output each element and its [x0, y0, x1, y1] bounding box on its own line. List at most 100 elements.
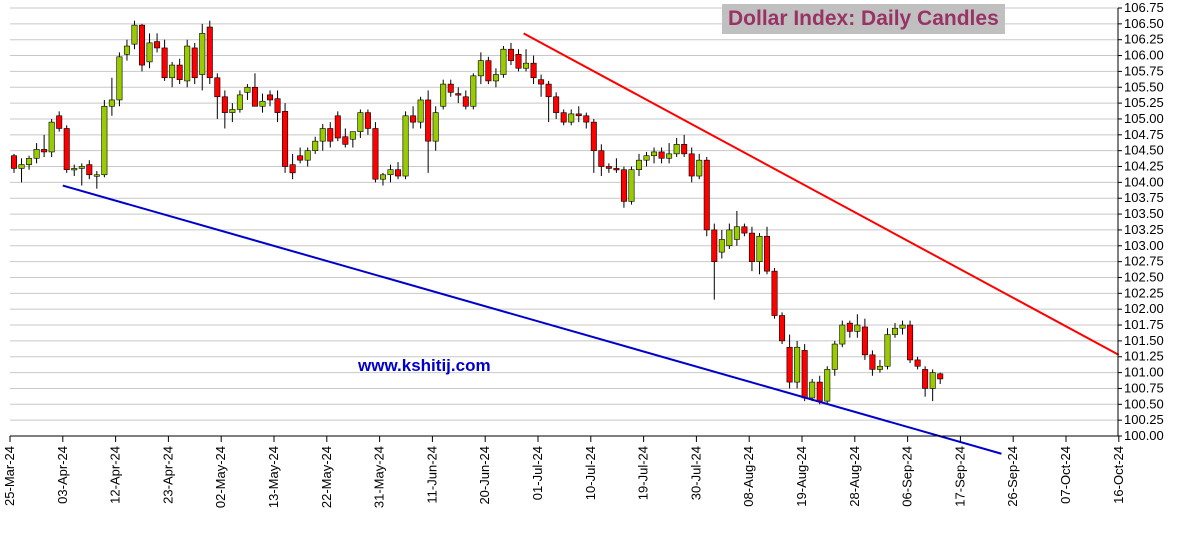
- candle-down: [176, 64, 183, 80]
- x-tick-label: 22-May-24: [319, 446, 334, 508]
- candle-up: [568, 113, 575, 123]
- candle-down: [297, 155, 304, 161]
- candle-down: [748, 232, 755, 262]
- candle-up: [349, 131, 356, 140]
- candle-down: [507, 48, 514, 61]
- x-tick-label: 01-Jul-24: [530, 446, 545, 500]
- candle-down: [214, 77, 221, 98]
- x-tick-label: 20-Jun-24: [477, 446, 492, 505]
- candle-down: [455, 93, 462, 96]
- candle-down: [816, 381, 823, 402]
- candle-up: [417, 99, 424, 123]
- y-tick-label: 104.50: [1124, 143, 1164, 158]
- y-tick-label: 105.75: [1124, 63, 1164, 78]
- y-tick-label: 104.25: [1124, 159, 1164, 174]
- candle-down: [395, 169, 402, 177]
- candle-up: [259, 100, 266, 107]
- chart-title: Dollar Index: Daily Candles: [722, 4, 1005, 34]
- x-tick-label: 10-Jul-24: [583, 446, 598, 500]
- candle-down: [425, 99, 432, 142]
- candle-up: [470, 75, 477, 107]
- candle-up: [876, 365, 883, 370]
- candle-up: [929, 372, 936, 389]
- candle-up: [71, 168, 78, 171]
- trendline: [523, 32, 1120, 356]
- y-tick-label: 102.75: [1124, 254, 1164, 269]
- candle-down: [801, 350, 808, 399]
- candle-up: [131, 24, 138, 45]
- candle-down: [620, 169, 627, 202]
- candle-up: [831, 343, 838, 370]
- y-tick-label: 104.00: [1124, 174, 1164, 189]
- candle-up: [244, 86, 251, 93]
- y-tick-label: 103.50: [1124, 206, 1164, 221]
- candle-up: [666, 153, 673, 159]
- candle-down: [583, 115, 590, 123]
- candle-down: [86, 164, 93, 176]
- candle-down: [515, 53, 522, 69]
- candle-down: [41, 149, 48, 153]
- candle-down: [364, 112, 371, 129]
- candle-down: [161, 47, 168, 79]
- x-tick-label: 06-Sep-24: [900, 446, 915, 507]
- x-tick-label: 03-Apr-24: [55, 446, 70, 504]
- y-tick-label: 103.25: [1124, 222, 1164, 237]
- candle-down: [598, 150, 605, 167]
- candle-down: [711, 229, 718, 262]
- candle-up: [733, 226, 740, 240]
- x-tick-label: 07-Oct-24: [1058, 446, 1073, 504]
- candle-down: [869, 354, 876, 370]
- candle-down: [937, 373, 944, 380]
- gridlines: [10, 7, 1118, 437]
- candle-down: [154, 41, 161, 49]
- candle-down: [206, 26, 213, 79]
- candle-up: [440, 83, 447, 107]
- y-tick-label: 100.25: [1124, 412, 1164, 427]
- y-tick-label: 102.25: [1124, 285, 1164, 300]
- candle-down: [613, 168, 620, 171]
- candle-up: [387, 169, 394, 176]
- candle-down: [560, 112, 567, 123]
- y-tick-label: 105.25: [1124, 95, 1164, 110]
- candle-up: [892, 327, 899, 335]
- x-tick-label: 19-Jul-24: [636, 446, 651, 500]
- y-tick-label: 100.50: [1124, 396, 1164, 411]
- candle-up: [304, 150, 311, 161]
- candle-up: [319, 128, 326, 142]
- candles: [11, 20, 944, 405]
- candle-up: [236, 94, 243, 110]
- candle-down: [485, 60, 492, 82]
- y-tick-label: 101.50: [1124, 333, 1164, 348]
- y-tick-label: 101.75: [1124, 317, 1164, 332]
- y-tick-label: 101.25: [1124, 349, 1164, 364]
- candle-up: [726, 229, 733, 247]
- watermark-text: www.kshitij.com: [358, 356, 491, 375]
- candle-up: [477, 60, 484, 77]
- x-tick-label: 02-May-24: [213, 446, 228, 508]
- y-tick-label: 100.00: [1124, 428, 1164, 443]
- candle-down: [545, 83, 552, 98]
- candle-up: [500, 48, 507, 75]
- candle-up: [651, 151, 658, 157]
- candle-down: [553, 96, 560, 113]
- candle-down: [846, 322, 853, 332]
- trendline: [62, 184, 1002, 455]
- x-tick-label: 12-Apr-24: [108, 446, 123, 504]
- x-tick-label: 17-Sep-24: [952, 446, 967, 507]
- candle-down: [741, 226, 748, 234]
- x-tick-label: 19-Aug-24: [794, 446, 809, 507]
- candle-up: [839, 324, 846, 345]
- candle-down: [334, 115, 341, 139]
- candle-down: [861, 326, 868, 356]
- x-tick-label: 13-May-24: [266, 446, 281, 508]
- candle-down: [922, 369, 929, 389]
- candle-up: [357, 112, 364, 132]
- candle-up: [312, 140, 319, 151]
- candle-up: [809, 381, 816, 399]
- candle-up: [402, 115, 409, 177]
- candle-up: [696, 159, 703, 177]
- x-tick-label: 23-Apr-24: [160, 446, 175, 504]
- candle-down: [11, 155, 18, 169]
- x-tick-label: 30-Jul-24: [688, 446, 703, 500]
- x-tick-label: 31-May-24: [372, 446, 387, 508]
